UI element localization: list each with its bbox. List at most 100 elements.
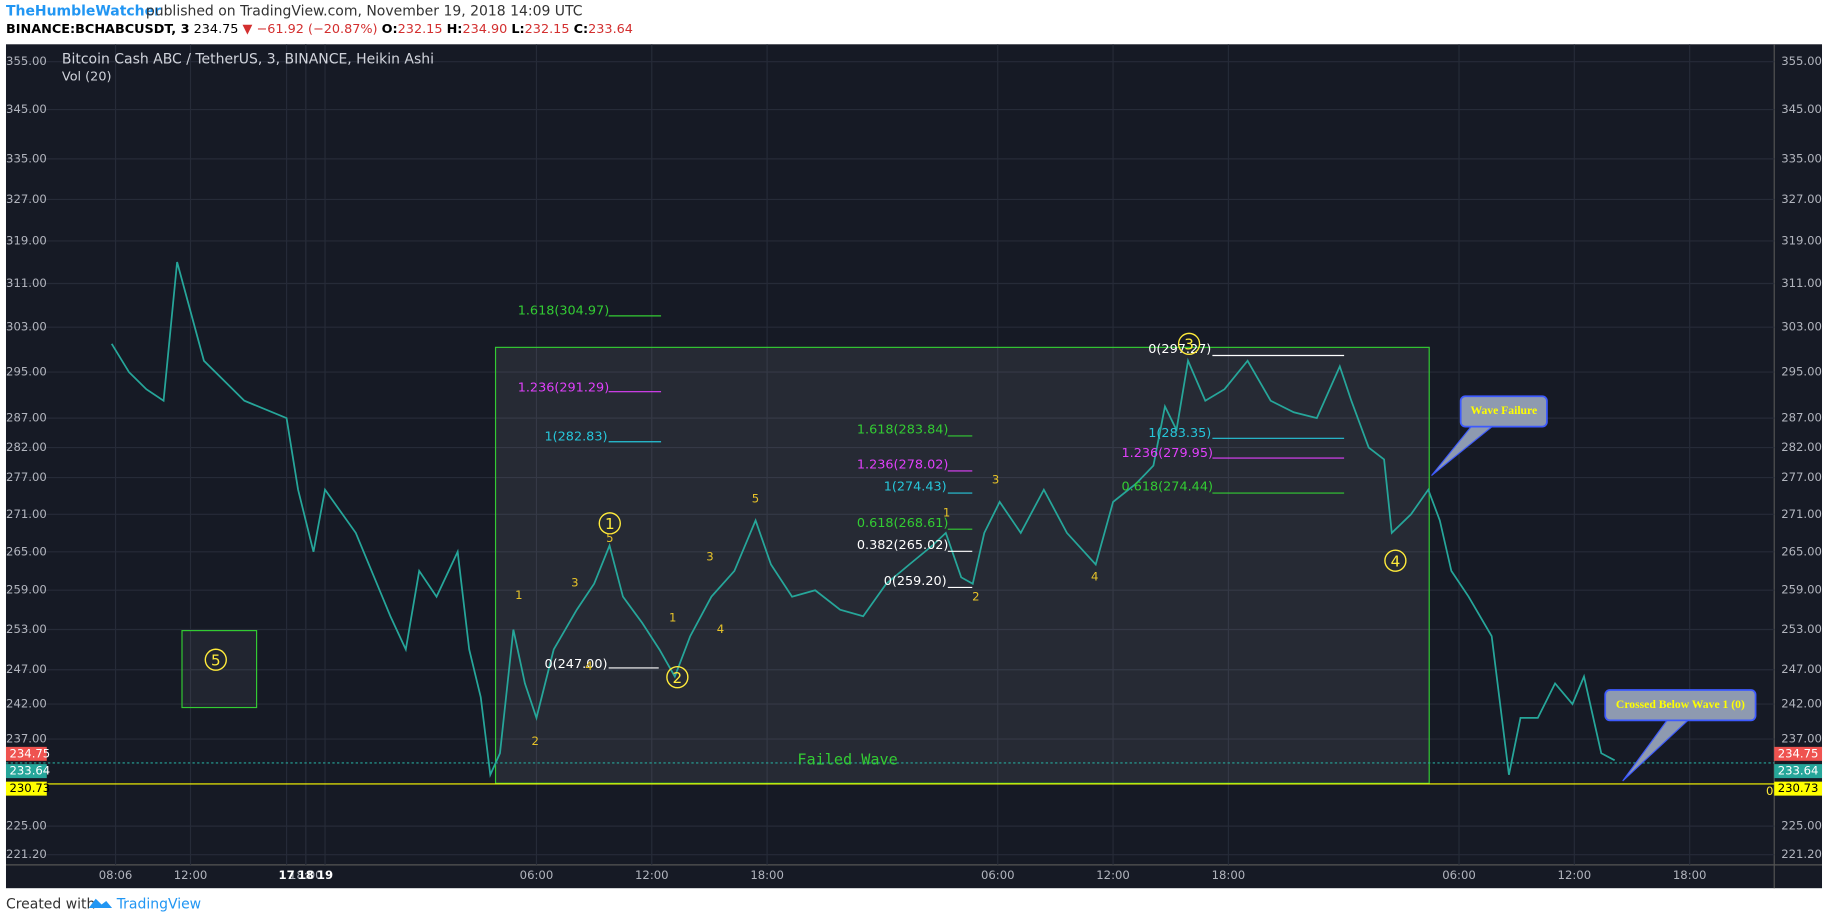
subwave-label: 1: [515, 588, 522, 602]
price-badge: [1774, 746, 1823, 761]
y-tick-label: 311.00: [1781, 276, 1822, 290]
price-badge: [5, 764, 47, 779]
y-tick-label: 237.00: [1781, 732, 1822, 746]
grid: 355.00 355.00 345.00 345.00 335.00 335.00 327.…: [5, 44, 1822, 882]
zero-label: 0: [1766, 784, 1773, 798]
y-tick-label: 265.00: [1781, 544, 1822, 558]
fib-label: 0.618(268.61): [857, 516, 949, 531]
fib-label: 1.236(279.95): [1121, 446, 1213, 461]
x-tick-label: 18: [298, 868, 314, 882]
fib-label: 1(274.43): [884, 480, 947, 495]
x-tick-label: 18:00: [750, 868, 784, 882]
price-line: [110, 261, 1616, 778]
x-tick-label: 19: [317, 868, 333, 882]
price-badge-label: 233.64: [9, 764, 50, 778]
price-badge-label: 234.75: [9, 746, 50, 760]
wave-label: 2: [673, 669, 683, 687]
x-tick-label: 12:00: [1096, 868, 1130, 882]
x-tick-label: 12:00: [174, 868, 208, 882]
h-label: H:: [447, 22, 463, 37]
quote-line: BINANCE:BCHABCUSDT, 3 234.75 ▼ −61.92 (−…: [6, 22, 633, 37]
fib-label: 1.236(291.29): [518, 381, 610, 396]
y-tick-label: 345.00: [6, 102, 47, 116]
failed-wave: Failed Wave: [797, 750, 897, 768]
y-tick-label: 253.00: [6, 622, 47, 636]
chart-title: Bitcoin Cash ABC / TetherUS, 3, BINANCE,…: [62, 51, 434, 67]
wave-label: 4: [1391, 552, 1401, 570]
price-badge: [5, 746, 47, 761]
y-tick-label: 303.00: [1781, 320, 1822, 334]
c-label: C:: [574, 22, 589, 37]
x-tick-label: 17: [278, 868, 294, 882]
y-tick-label: 271.00: [6, 507, 47, 521]
y-tick-label: 242.00: [1781, 697, 1822, 711]
l: 232.15: [525, 22, 570, 37]
y-tick-label: 265.00: [6, 544, 47, 558]
author[interactable]: TheHumbleWatcher: [6, 4, 161, 20]
footer-brand[interactable]: TradingView: [116, 897, 201, 913]
y-tick-label: 253.00: [1781, 622, 1822, 636]
plot: 234.75 234.75 233.64 233.64 230.73 230.73: [5, 261, 1823, 796]
tv-logo: [88, 898, 113, 909]
price-badge: [5, 781, 47, 796]
callout-box: [1459, 395, 1548, 428]
y-tick-label: 319.00: [6, 233, 47, 247]
price-badge-label: 233.64: [1778, 764, 1819, 778]
callout-text: Wave Failure: [1470, 404, 1537, 417]
annotations: 1.618(304.97) 1.236(291.29) 1(282.83) 0(247…: [204, 304, 1773, 798]
x-tick-label: 08:06: [99, 868, 133, 882]
y-tick-label: 282.00: [6, 440, 47, 454]
wave-circle: [666, 666, 689, 689]
y-tick-label: 335.00: [6, 151, 47, 165]
y-tick-label: 303.00: [6, 320, 47, 334]
y-tick-label: 311.00: [6, 276, 47, 290]
subwave-label: 2: [972, 589, 979, 603]
subwave-label: 2: [531, 734, 538, 748]
x-tick-label: 18:00: [1212, 868, 1246, 882]
y-tick-label: 259.00: [1781, 583, 1822, 597]
y-tick-label: 225.00: [6, 819, 47, 833]
y-tick-label: 242.00: [6, 697, 47, 711]
y-tick-label: 237.00: [6, 732, 47, 746]
price-badge: [1774, 764, 1823, 779]
wave-circle: [204, 648, 227, 671]
y-tick-label: 259.00: [6, 583, 47, 597]
y-tick-label: 277.00: [1781, 470, 1822, 484]
y-tick-label: 221.20: [1781, 847, 1822, 861]
subwave-label: 4: [585, 659, 592, 673]
y-tick-label: 221.20: [6, 847, 47, 861]
y-tick-label: 287.00: [6, 411, 47, 425]
subwave-label: 4: [1091, 569, 1098, 583]
subwave-label: 4: [717, 622, 724, 636]
y-tick-label: 345.00: [1781, 102, 1822, 116]
x-tick-label: 18:00: [1673, 868, 1707, 882]
wave-label: 1: [605, 515, 615, 533]
fib-label: 1.618(304.97): [518, 304, 610, 319]
price-badge-label: 234.75: [1778, 746, 1819, 760]
y-tick-label: 327.00: [6, 192, 47, 206]
price-badge-label: 230.73: [9, 781, 50, 795]
wave-circle: [598, 512, 621, 535]
symbol: BINANCE:BCHABCUSDT, 3: [6, 22, 190, 37]
y-tick-label: 247.00: [1781, 662, 1822, 676]
x-tick-label: 12:00: [635, 868, 669, 882]
y-tick-label: 225.00: [1781, 819, 1822, 833]
callout-box: [1604, 689, 1757, 722]
o-label: O:: [382, 22, 398, 37]
y-tick-label: 295.00: [6, 365, 47, 379]
subwave-label: 3: [706, 550, 713, 564]
x-tick-label: 06:00: [520, 868, 554, 882]
o: 232.15: [398, 22, 443, 37]
wave-box: [494, 346, 1430, 784]
subwave-label: 1: [943, 505, 950, 519]
x-tick-label: 06:00: [1442, 868, 1476, 882]
y-tick-label: 319.00: [1781, 233, 1822, 247]
x-tick-label: 06:00: [981, 868, 1015, 882]
last: 234.75: [194, 22, 239, 37]
h: 234.90: [462, 22, 507, 37]
x-tick-label: 18:00: [289, 868, 323, 882]
subwave-label: 5: [606, 531, 613, 545]
fib-label: 0.382(265.02): [857, 538, 949, 553]
fib-label: 1.236(278.02): [857, 458, 949, 473]
chart-subtitle: Vol (20): [62, 69, 112, 84]
